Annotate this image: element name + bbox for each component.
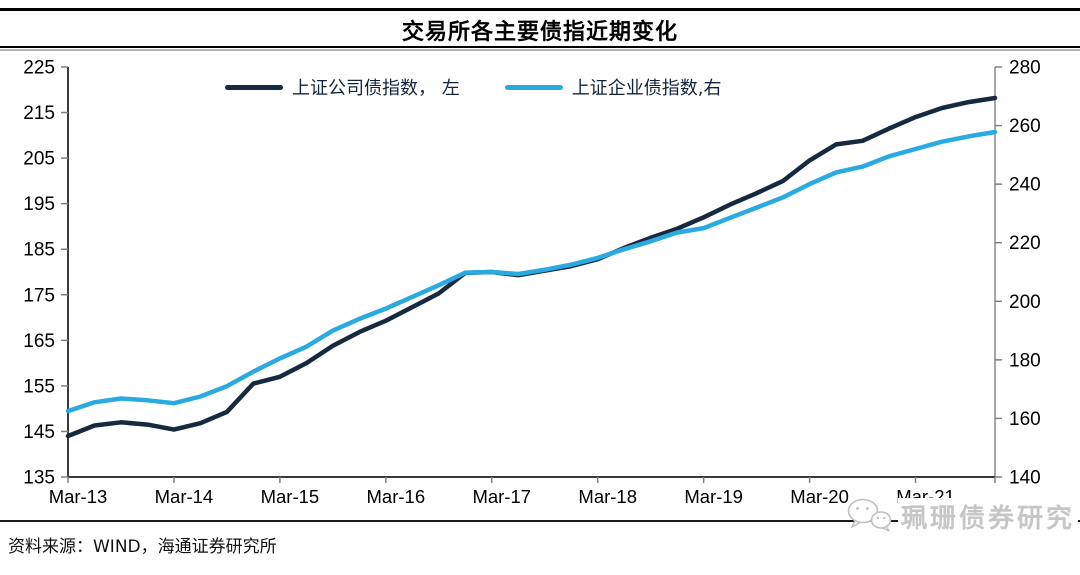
y-right-tick-label: 180	[1009, 350, 1041, 371]
legend-item-enterprise-bond-index: 上证企业债指数,右	[504, 74, 722, 100]
y-right-tick-label: 160	[1009, 409, 1041, 430]
legend-label-company: 上证公司债指数， 左	[292, 78, 460, 99]
y-right-tick-label: 240	[1009, 175, 1041, 196]
y-left-tick-label: 145	[23, 422, 55, 443]
x-tick-label: Mar-17	[472, 486, 531, 507]
y-left-tick-label: 155	[23, 376, 55, 397]
y-right-tick-label: 260	[1009, 116, 1041, 137]
y-right-tick-label: 200	[1009, 292, 1041, 313]
y-left-tick-label: 175	[23, 285, 55, 306]
series-line-enterprise-bond	[65, 129, 998, 414]
y-left-tick-label: 225	[23, 58, 55, 79]
y-right-tick-label: 220	[1009, 233, 1041, 254]
watermark: 珮珊债券研究	[846, 497, 1078, 535]
title-divider-shadow	[0, 49, 1080, 51]
y-left-tick-label: 165	[23, 331, 55, 352]
legend-item-company-bond-index: 上证公司债指数， 左	[225, 74, 460, 100]
x-tick-label: Mar-13	[49, 486, 108, 507]
source-note: 资料来源：WIND，海通证券研究所	[8, 537, 277, 557]
y-left-tick-label: 135	[23, 468, 55, 489]
watermark-text: 珮珊债券研究	[897, 497, 1078, 535]
page-title: 交易所各主要债指近期变化	[401, 20, 678, 45]
x-tick-label: Mar-14	[155, 486, 214, 507]
series-line-company-bond	[65, 95, 998, 439]
top-rule	[0, 8, 1080, 11]
legend-label-enterprise: 上证企业债指数,右	[571, 78, 722, 99]
company-line-swatch	[225, 84, 283, 90]
y-right-tick-label: 140	[1009, 468, 1041, 489]
y-right-tick-label: 280	[1009, 58, 1041, 79]
chart-legend: 上证公司债指数， 左 上证企业债指数,右	[225, 74, 721, 100]
y-left-tick-label: 185	[23, 240, 55, 261]
x-tick-label: Mar-19	[684, 486, 743, 507]
enterprise-line-swatch	[504, 84, 563, 90]
x-tick-label: Mar-16	[367, 486, 426, 507]
y-left-tick-label: 195	[23, 194, 55, 215]
footer-divider	[0, 520, 1080, 522]
wechat-icon	[847, 498, 892, 532]
y-left-tick-label: 215	[23, 103, 55, 124]
y-left-tick-label: 205	[23, 149, 55, 170]
x-tick-label: Mar-15	[261, 486, 320, 507]
x-tick-label: Mar-20	[790, 486, 849, 507]
title-divider	[0, 46, 1080, 48]
x-tick-label: Mar-18	[578, 486, 637, 507]
